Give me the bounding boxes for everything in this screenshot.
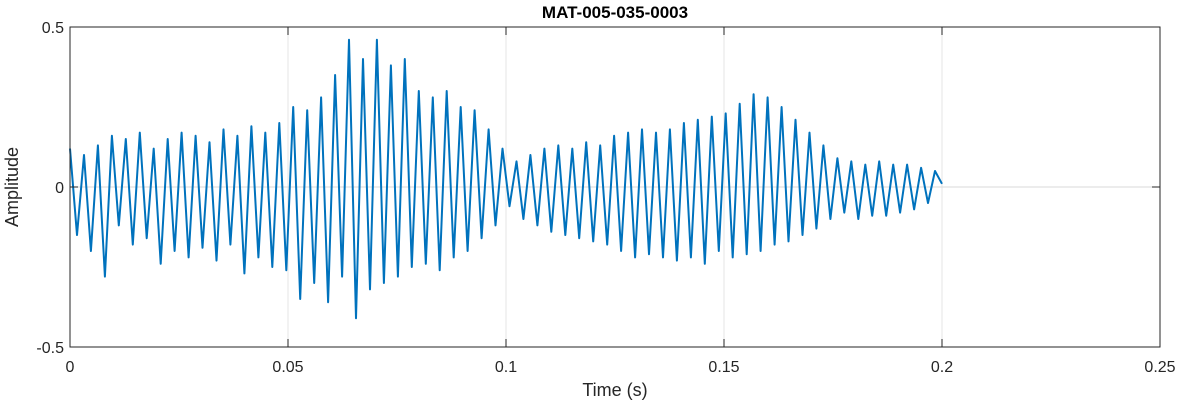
- y-tick-label: -0.5: [36, 340, 64, 357]
- x-tick-label: 0.25: [1144, 359, 1175, 376]
- chart-title: MAT-005-035-0003: [542, 3, 688, 22]
- x-tick-label: 0.2: [931, 359, 953, 376]
- tick-labels: 0 0.05 0.1 0.15 0.2 0.25-0.500.5: [36, 20, 1175, 376]
- y-tick-label: 0: [55, 180, 64, 197]
- x-tick-label: 0.15: [708, 359, 739, 376]
- ticks: [69, 26, 1161, 348]
- x-tick-label: 0.05: [272, 359, 303, 376]
- y-tick-label: 0.5: [42, 20, 64, 37]
- x-tick-label: 0: [66, 359, 75, 376]
- y-axis-label: Amplitude: [2, 147, 22, 227]
- x-axis-label: Time (s): [582, 380, 647, 400]
- series-line: [69, 38, 943, 320]
- series-layer: [69, 38, 943, 320]
- x-tick-label: 0.1: [495, 359, 517, 376]
